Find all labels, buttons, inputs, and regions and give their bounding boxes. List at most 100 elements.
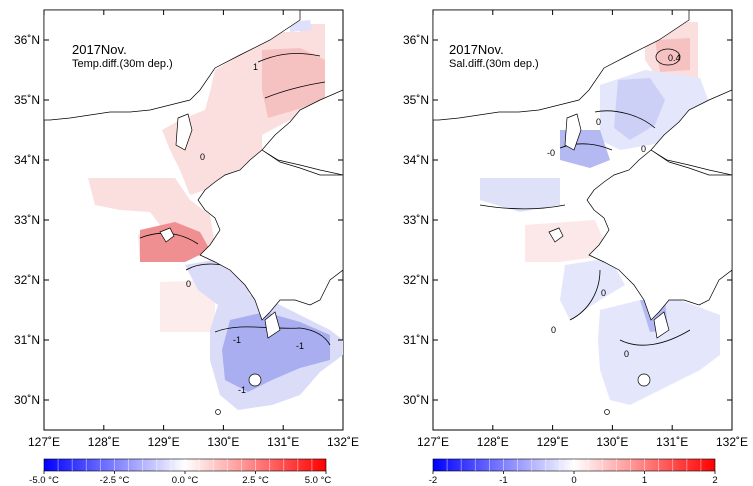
sal-y-tick-label: 33˚N [403,213,429,227]
sal-panel-subtitle: Sal.diff.(30m dep.) [449,58,539,70]
temp-y-tick-label: 33˚N [14,213,40,227]
temp-x-tick-label: 128˚E [88,435,120,449]
sal-colorbar-label: 0 [571,475,576,486]
temp-colorbar: -5.0 °C -2.5 °C 0.0 °C 2.5 °C 5.0 °C [29,458,332,486]
sal-goto-island [548,227,564,243]
sal-colorbar-label: -1 [499,475,507,486]
temp-y-tick-label: 34˚N [14,153,40,167]
sal-colorbar-ticks [432,459,716,474]
sal-contour-zero-north [594,110,656,129]
sal-negative-core-north [614,78,665,140]
sal-contour-label: 0 [641,144,646,154]
temp-korea-land [44,10,301,121]
temp-contour-plus1 [257,53,321,63]
sal-small-island [604,409,610,415]
sal-korea-land [433,10,690,121]
temp-colorbar-label: 0.0 °C [172,475,199,486]
sal-contour-zero-tsushima [559,143,613,151]
sal-contour-0.4 [655,48,681,66]
temp-tsushima-island [175,113,193,151]
sal-panel-title: 2017Nov. [449,42,504,57]
temp-yakushima-island [248,373,262,387]
temp-goto-island [159,227,175,243]
temp-panel-title: 2017Nov. [72,42,127,57]
temp-colorbar-label: 5.0 °C [305,475,332,486]
sal-colorbar-label: 2 [712,475,717,486]
temp-map-panel: 1 0 0 -1 -1 -1 2017Nov. Temp.diff.(30m d… [14,9,359,449]
sal-negative-area-west [480,178,560,212]
temp-tanegashima-island [264,311,281,339]
sal-coastlines [433,10,732,415]
sal-contour-zero-southwest [569,269,601,321]
sal-contour-zero-west [479,204,566,210]
temp-contour-plus1b [264,81,326,99]
temp-x-tick-label: 129˚E [148,435,180,449]
sal-contour-label: 0 [601,288,606,298]
sal-x-tick-label: 127˚E [417,435,449,449]
temp-y-tick-label: 31˚N [14,333,40,347]
sal-colorbar: -2 -1 0 1 2 [429,458,718,486]
temp-warm-core-west [140,222,210,262]
sal-x-tick-label: 130˚E [596,435,628,449]
sal-negative-area-south [598,300,720,405]
sal-positive-area-west [525,220,610,262]
temp-y-tick-label: 30˚N [14,393,40,407]
sal-colorbar-label: 1 [642,475,647,486]
sal-contour-zero-south [619,329,691,346]
sal-contour-label: 0 [624,349,629,359]
sal-negative-area-southwest [560,258,625,320]
temp-coastlines [44,10,343,415]
temp-contour-label: 1 [253,62,258,72]
temp-panel-subtitle: Temp.diff.(30m dep.) [72,58,173,70]
temp-data-field [88,20,343,410]
temp-colorbar-ticks [43,459,327,474]
sal-x-tick-label: 131˚E [656,435,688,449]
temp-colorbar-label: -5.0 °C [29,475,59,486]
sal-yakushima-island [637,373,651,387]
sal-y-tick-label: 34˚N [403,153,429,167]
temp-contour-label: -1 [238,385,246,395]
sal-positive-core-north [655,38,690,72]
temp-x-tick-label: 127˚E [28,435,60,449]
temp-contour-label: 0 [200,152,205,162]
sal-x-tick-label: 128˚E [477,435,509,449]
temp-contour-label: -1 [233,335,241,345]
temp-warm-area-southwest [160,280,215,332]
temp-cool-core-south [222,312,330,392]
temp-contour-minus1 [214,326,331,346]
sal-colorbar-label: -2 [429,475,437,486]
temp-kyushu-land [197,149,343,321]
temp-x-tick-label: 131˚E [267,435,299,449]
sal-y-tick-label: 36˚N [403,33,429,47]
temp-colorbar-label: -2.5 °C [100,475,130,486]
temp-contour-label: -1 [296,341,304,351]
temp-axis-ticks: 127˚E 128˚E 129˚E 130˚E 131˚E 132˚E 36˚N 35˚N 34… [14,10,359,449]
sal-contour-label: 0.4 [668,53,681,63]
sal-y-tick-label: 30˚N [403,393,429,407]
sal-x-tick-label: 129˚E [537,435,569,449]
sal-tanegashima-island [653,311,670,339]
sal-kyushu-land [586,149,732,321]
temp-contour-label: 0 [186,279,191,289]
sal-x-tick-label: 132˚E [716,435,748,449]
sal-y-tick-label: 31˚N [403,333,429,347]
temp-warm-core-north [262,48,325,118]
temp-x-tick-label: 132˚E [327,435,359,449]
sal-y-tick-label: 35˚N [403,93,429,107]
temp-y-tick-label: 32˚N [14,273,40,287]
sal-contour-label: 0 [551,325,556,335]
temp-colorbar-label: 2.5 °C [242,475,269,486]
temp-contour-labels: 1 0 0 -1 -1 -1 [186,62,304,395]
temp-y-tick-label: 36˚N [14,33,40,47]
sal-contour-labels: 0.4 0 -0 0 0 0 0 [547,53,681,359]
temp-y-tick-label: 35˚N [14,93,40,107]
sal-contour-label: -0 [547,148,555,158]
sal-axis-ticks: 127˚E 128˚E 129˚E 130˚E 131˚E 132˚E 36˚N 35˚N 34… [403,10,748,449]
temp-small-island [215,409,221,415]
sal-tsushima-island [564,113,582,151]
sal-y-tick-label: 32˚N [403,273,429,287]
sal-contour-label: 0 [596,117,601,127]
sal-map-panel: 0.4 0 -0 0 0 0 0 2017Nov. Sal.diff.(30m … [403,9,748,449]
temp-x-tick-label: 130˚E [207,435,239,449]
